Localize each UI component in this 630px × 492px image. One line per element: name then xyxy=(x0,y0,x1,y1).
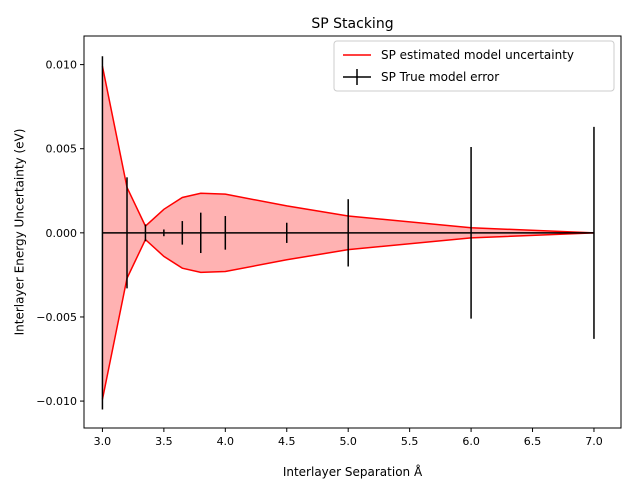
y-tick-label: 0.005 xyxy=(46,143,78,156)
data-layer xyxy=(101,56,595,410)
x-tick-label: 3.0 xyxy=(94,435,112,448)
axes-frame xyxy=(83,35,622,429)
x-axis-label: Interlayer Separation Å xyxy=(283,464,423,479)
legend-box xyxy=(333,40,615,92)
y-axis: −0.010 −0.005 0.000 0.005 0.010 xyxy=(36,59,84,408)
legend-label: SP estimated model uncertainty xyxy=(381,48,574,62)
x-tick-label: 6.0 xyxy=(462,435,480,448)
x-tick-label: 3.5 xyxy=(155,435,173,448)
y-tick-label: 0.010 xyxy=(46,59,78,72)
x-tick-label: 5.0 xyxy=(339,435,357,448)
x-tick-label: 6.5 xyxy=(524,435,542,448)
x-tick-label: 4.5 xyxy=(278,435,296,448)
x-axis: 3.0 3.5 4.0 4.5 5.0 5.5 6.0 6.5 7.0 xyxy=(94,428,603,448)
x-tick-label: 7.0 xyxy=(585,435,603,448)
x-tick-label: 4.0 xyxy=(217,435,235,448)
legend-label: SP True model error xyxy=(381,70,499,84)
uncertainty-upper-line xyxy=(101,66,594,234)
y-tick-label: −0.010 xyxy=(36,395,77,408)
chart-title: SP Stacking xyxy=(311,16,393,32)
y-axis-label: Interlayer Energy Uncertainty (eV) xyxy=(13,129,27,336)
uncertainty-lower-line xyxy=(101,232,594,400)
y-tick-label: 0.000 xyxy=(46,227,78,240)
y-tick-label: −0.005 xyxy=(36,311,77,324)
legend: SP estimated model uncertainty SP True mo… xyxy=(333,40,615,92)
x-tick-label: 5.5 xyxy=(401,435,419,448)
